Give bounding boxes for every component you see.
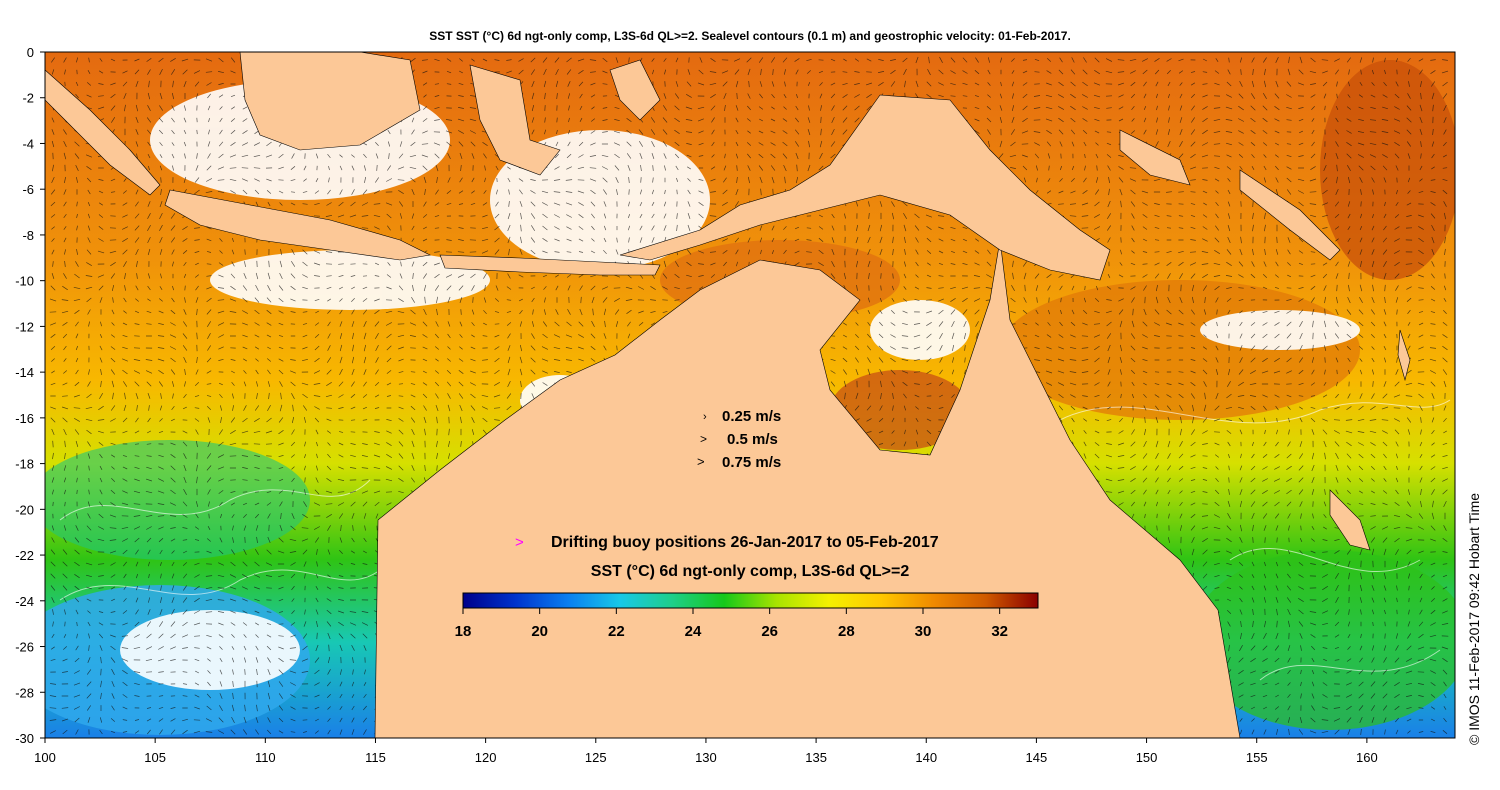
y-tick-label: -22 <box>15 548 34 563</box>
colorbar-scale <box>462 592 1039 609</box>
velocity-legend-glyph-2: > <box>700 432 707 446</box>
velocity-legend: › 0.25 m/s > 0.5 m/s > 0.75 m/s <box>697 408 781 471</box>
y-tick-label: -28 <box>15 685 34 700</box>
colorbar-tick-label: 26 <box>761 623 778 640</box>
colorbar-tick-label: 20 <box>531 623 548 640</box>
y-tick-label: -4 <box>22 136 34 151</box>
colorbar-tick-label: 22 <box>608 623 625 640</box>
x-tick-label: 145 <box>1026 750 1048 765</box>
x-tick-label: 150 <box>1136 750 1158 765</box>
java-island <box>164 189 431 261</box>
x-tick-label: 160 <box>1356 750 1378 765</box>
sumatra-island <box>45 69 161 196</box>
sea-level-contours <box>59 399 1451 681</box>
y-tick-label: -16 <box>15 411 34 426</box>
velocity-legend-label-1: 0.25 m/s <box>722 408 781 425</box>
y-tick-label: -14 <box>15 365 34 380</box>
buoy-legend-label: Drifting buoy positions 26-Jan-2017 to 0… <box>551 534 939 551</box>
y-tick-label: -6 <box>22 182 34 197</box>
colorbar: SST (°C) 6d ngt-only comp, L3S-6d QL>=2 … <box>455 563 1039 640</box>
x-tick-label: 115 <box>365 750 386 765</box>
australia-landmass <box>374 239 1241 738</box>
x-tick-label: 120 <box>475 750 497 765</box>
velocity-legend-glyph-3: > <box>697 454 705 469</box>
x-tick-label: 140 <box>915 750 937 765</box>
x-tick-label: 100 <box>34 750 56 765</box>
halmahera-island <box>609 59 661 121</box>
x-tick-label: 135 <box>805 750 827 765</box>
colorbar-title: SST (°C) 6d ngt-only comp, L3S-6d QL>=2 <box>591 563 910 580</box>
y-tick-label: -30 <box>15 731 34 746</box>
x-tick-label: 105 <box>144 750 166 765</box>
solomon-islands <box>1239 169 1341 261</box>
y-tick-label: -26 <box>15 640 34 655</box>
x-tick-label: 110 <box>255 750 276 765</box>
y-tick-label: -24 <box>15 594 34 609</box>
axes: 100 105 110 115 120 125 130 135 140 145 150 155 160 0… <box>15 45 1378 765</box>
map-title: SST SST (°C) 6d ngt-only comp, L3S-6d QL… <box>429 29 1071 43</box>
new-britain-island <box>1119 129 1191 186</box>
plot-frame <box>44 51 1456 739</box>
y-tick-label: -18 <box>15 457 34 472</box>
x-tick-label: 125 <box>585 750 607 765</box>
land-masses <box>45 52 1411 738</box>
x-tick-label: 155 <box>1246 750 1268 765</box>
new-caledonia-island <box>1329 489 1371 551</box>
colorbar-tick-label: 30 <box>915 623 932 640</box>
colorbar-tick-label: 18 <box>455 623 472 640</box>
y-tick-label: 0 <box>27 45 34 60</box>
y-tick-label: -10 <box>15 274 34 289</box>
y-tick-label: -20 <box>15 502 34 517</box>
colorbar-tick-label: 32 <box>991 623 1008 640</box>
velocity-legend-label-3: 0.75 m/s <box>722 454 781 471</box>
y-tick-label: -8 <box>22 228 34 243</box>
velocity-legend-label-2: 0.5 m/s <box>727 431 778 448</box>
borneo-island <box>239 52 421 151</box>
new-guinea-landmass <box>619 94 1111 281</box>
colorbar-tick-label: 24 <box>685 623 702 640</box>
buoy-marker-glyph: > <box>515 534 524 551</box>
sulawesi-island <box>469 64 561 176</box>
vanuatu-islands <box>1397 329 1411 382</box>
velocity-legend-glyph-1: › <box>703 411 707 423</box>
y-tick-label: -2 <box>22 91 34 106</box>
lesser-sunda-islands <box>439 254 661 276</box>
y-tick-label: -12 <box>15 319 34 334</box>
colorbar-tick-label: 28 <box>838 623 855 640</box>
colorbar-ticks: 18 20 22 24 26 28 30 32 <box>455 608 1008 640</box>
buoy-legend: > Drifting buoy positions 26-Jan-2017 to… <box>515 534 939 551</box>
imos-credit: © IMOS 11-Feb-2017 09:42 Hobart Time <box>1466 492 1482 745</box>
x-tick-label: 130 <box>695 750 717 765</box>
